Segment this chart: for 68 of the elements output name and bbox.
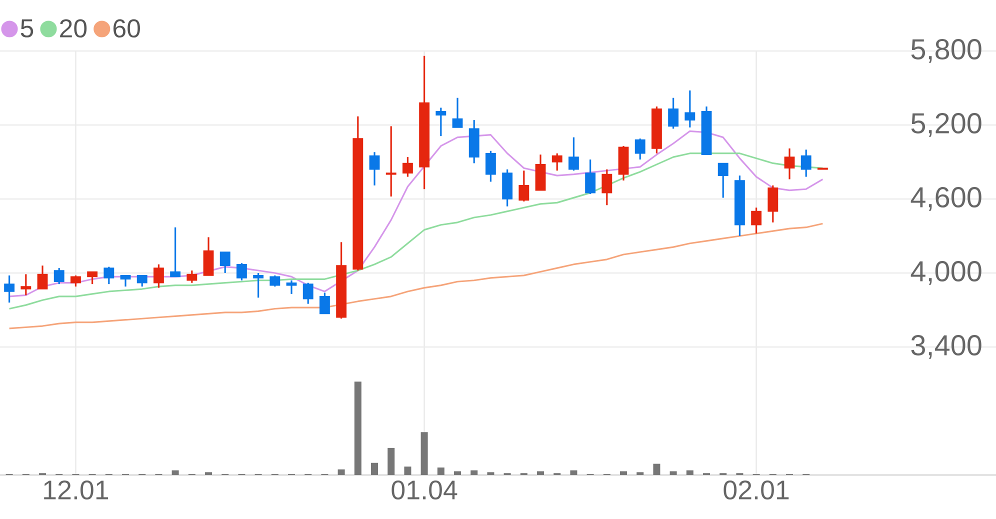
bar: [537, 471, 544, 475]
candlestick: [751, 206, 762, 234]
bar: [420, 432, 428, 475]
candlestick: [452, 97, 463, 128]
candlestick: [220, 251, 230, 274]
legend-label: 20: [60, 19, 87, 38]
bar: [620, 471, 628, 475]
bar: [338, 469, 345, 475]
bar: [454, 471, 462, 475]
x-tick-label: 12.01: [44, 480, 108, 500]
candlestick: [784, 148, 795, 180]
bar: [670, 471, 677, 475]
candlestick: [436, 106, 446, 137]
bar: [686, 470, 694, 475]
candlestick: [170, 226, 181, 278]
bar: [437, 468, 444, 475]
candlestick: [253, 272, 264, 298]
candlestick: [104, 266, 114, 285]
candlestick: [302, 282, 314, 305]
x-tick-label: 02.01: [724, 480, 789, 500]
candlestick: [20, 273, 32, 296]
candlestick: [70, 274, 81, 288]
bar: [653, 464, 660, 475]
y-tick-label: 4,600: [910, 187, 982, 211]
bar: [172, 470, 179, 475]
candlestick: [668, 97, 679, 130]
bar: [470, 470, 478, 475]
candlestick: [153, 264, 164, 289]
candlestick: [684, 90, 696, 128]
candlestick: [768, 184, 778, 224]
candlestick: [718, 162, 728, 199]
candlestick: [4, 274, 15, 304]
y-tick-label: 5,200: [911, 113, 982, 137]
candlestick: [319, 292, 330, 314]
candlestick: [136, 274, 148, 288]
candlestick: [120, 274, 131, 288]
candlestick: [634, 138, 646, 160]
legend-label: 5: [20, 19, 34, 38]
candlestick: [37, 264, 48, 290]
bar: [404, 466, 412, 475]
legend-label: 60: [113, 19, 140, 38]
bar: [388, 448, 395, 475]
candlestick: [236, 262, 247, 282]
candlestick: [402, 156, 413, 178]
candlestick: [186, 270, 198, 284]
bar: [570, 470, 578, 475]
bar: [487, 472, 494, 475]
candlestick: [585, 158, 596, 195]
bar: [354, 382, 362, 475]
candlestick: [286, 280, 297, 295]
candlestick: [602, 168, 612, 206]
x-tick-label: 01.04: [392, 480, 458, 500]
candlestick: [568, 136, 579, 172]
candlestick: [386, 125, 396, 198]
candlestick: [270, 274, 280, 288]
candlestick: [485, 150, 496, 183]
y-tick-label: 5,800: [911, 39, 982, 63]
y-tick-label: 3,400: [911, 335, 982, 359]
candlestick: [552, 152, 562, 172]
bar: [205, 472, 212, 475]
candlestick: [518, 170, 530, 202]
y-tick-label: 4,000: [910, 261, 982, 285]
candlestick: [87, 270, 98, 285]
candlestick: [54, 267, 64, 285]
bar: [371, 462, 378, 475]
bar: [636, 472, 644, 475]
candlestick: [800, 148, 812, 178]
candlestick: [369, 151, 380, 186]
